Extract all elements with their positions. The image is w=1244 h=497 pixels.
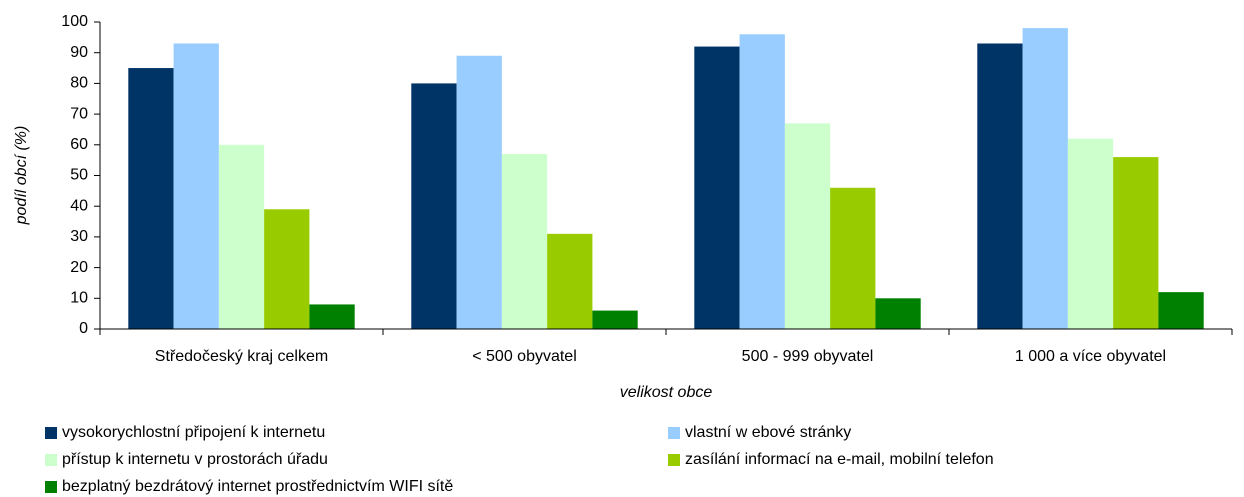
y-tick-label: 0 [79, 320, 88, 337]
legend-label: bezplatný bezdrátový internet prostředni… [62, 478, 453, 495]
y-axis-label: podíl obcí (%) [13, 126, 30, 226]
bar [309, 304, 355, 329]
x-tick-label: Středočeský kraj celkem [155, 348, 328, 365]
y-tick-label: 20 [70, 259, 88, 276]
legend-swatch [45, 481, 57, 493]
legend-label: zasílání informací na e-mail, mobilní te… [685, 451, 994, 468]
bar [784, 123, 831, 329]
bar [739, 34, 785, 329]
y-tick-label: 80 [70, 75, 88, 92]
bar [173, 43, 219, 330]
bar [1158, 292, 1204, 329]
x-tick-label: < 500 obyvatel [472, 348, 577, 365]
bar [1067, 138, 1114, 329]
x-tick-label: 1 000 a více obyvatel [1015, 348, 1166, 365]
y-tick-label: 50 [70, 167, 88, 184]
legend-swatch [668, 454, 680, 466]
bar [456, 55, 502, 330]
bar [977, 43, 1023, 330]
y-tick-label: 60 [70, 136, 88, 153]
legend-swatch [45, 427, 57, 439]
bar [1022, 28, 1068, 329]
bar [128, 68, 174, 330]
legend-label: přístup k internetu v prostorách úřadu [62, 451, 328, 468]
bar [218, 144, 265, 329]
x-tick-label: 500 - 999 obyvatel [742, 348, 874, 365]
y-tick-label: 70 [70, 105, 88, 122]
y-tick-label: 30 [70, 228, 88, 245]
legend-label: vysokorychlostní připojení k internetu [62, 424, 325, 441]
x-axis-label: velikost obce [620, 384, 713, 401]
legend-swatch [668, 427, 680, 439]
y-tick-label: 90 [70, 44, 88, 61]
bar [830, 187, 876, 329]
y-tick-label: 40 [70, 197, 88, 214]
bar [411, 83, 457, 330]
bar [547, 233, 593, 329]
y-tick-label: 100 [61, 13, 88, 30]
bar [264, 209, 310, 329]
bar [592, 310, 638, 329]
legend-swatch [45, 454, 57, 466]
bar [1113, 157, 1159, 329]
y-tick-label: 10 [70, 290, 88, 307]
bar [501, 154, 548, 329]
bar [694, 46, 740, 330]
bar [875, 298, 921, 329]
legend-label: vlastní w ebové stránky [685, 424, 851, 441]
